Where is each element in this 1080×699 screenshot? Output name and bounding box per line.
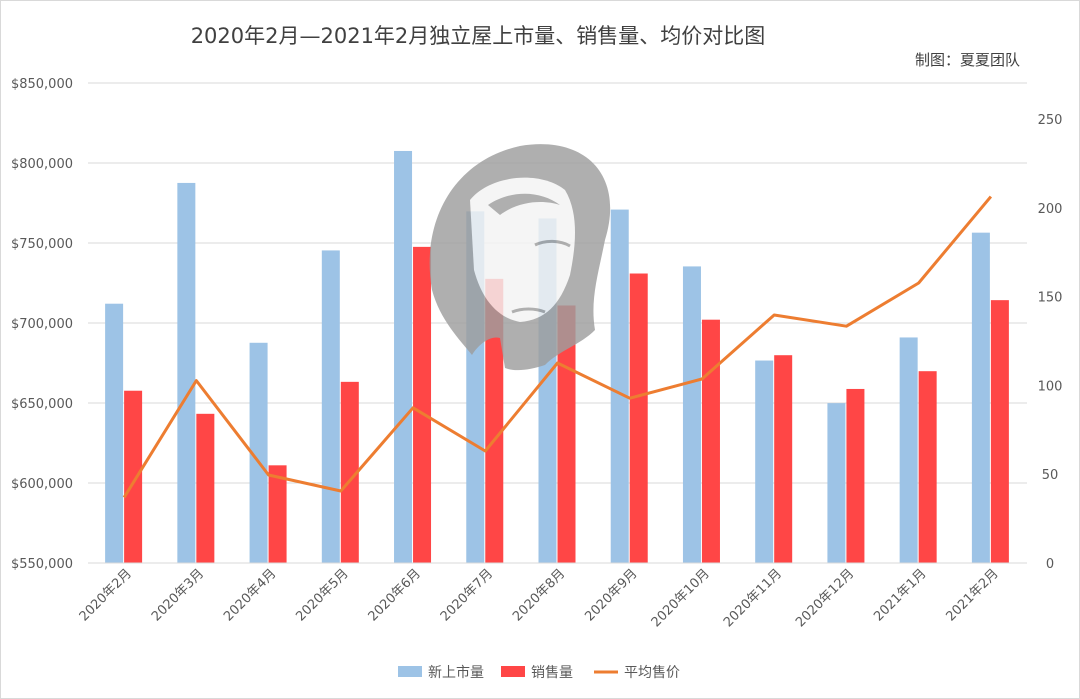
woman-portrait-watermark-icon xyxy=(429,144,611,371)
left-axis-tick-label: $800,000 xyxy=(11,157,73,172)
bar-new-listings xyxy=(682,266,701,563)
legend-label: 新上市量 xyxy=(428,664,484,681)
x-axis-tick-label: 2020年7月 xyxy=(438,566,496,624)
x-axis-tick-label: 2020年2月 xyxy=(77,566,135,624)
avg-price-line xyxy=(122,195,993,499)
bar-new-listings xyxy=(394,150,413,563)
x-axis: 2020年2月 2020年3月 2020年4月 2020年5月 2020年6月 2020年… xyxy=(77,562,1027,630)
x-axis-tick-label: 2020年12月 xyxy=(793,566,857,630)
x-axis-tick-label: 2020年8月 xyxy=(510,566,568,624)
x-axis-tick-label: 2020年10月 xyxy=(649,566,713,630)
bar-sales xyxy=(196,413,215,563)
left-axis-tick-label: $850,000 xyxy=(11,77,73,92)
legend-label: 平均售价 xyxy=(624,665,680,681)
x-axis-tick-label: 2020年6月 xyxy=(366,566,424,624)
legend-label: 销售量 xyxy=(531,665,573,681)
bar-new-listings xyxy=(971,232,990,563)
bar-new-listings xyxy=(321,250,340,563)
bar-new-listings xyxy=(899,337,918,563)
x-axis-tick-label: 2021年1月 xyxy=(871,566,929,624)
line-series-avg-price xyxy=(122,195,993,499)
right-axis-tick-label: 100 xyxy=(1038,379,1063,394)
bar-sales xyxy=(774,355,793,563)
portrait-lips-mark xyxy=(511,307,546,314)
bar-sales xyxy=(846,388,865,563)
portrait-fringe-shape xyxy=(488,193,560,215)
bar-new-listings xyxy=(755,360,774,563)
bar-sales xyxy=(268,465,287,563)
right-y-axis: 0 50 100 150 200 250 xyxy=(1038,113,1063,572)
x-axis-tick-label: 2020年9月 xyxy=(582,566,640,624)
bar-sales xyxy=(629,273,648,563)
bar-sales xyxy=(918,371,937,563)
x-axis-tick-label: 2021年2月 xyxy=(943,566,1001,624)
right-axis-tick-label: 50 xyxy=(1042,468,1059,483)
bar-sales xyxy=(124,390,143,563)
bar-new-listings xyxy=(249,342,268,563)
bar-sales xyxy=(701,319,720,563)
bar-sales xyxy=(340,381,359,563)
left-axis-tick-label: $600,000 xyxy=(11,477,73,492)
portrait-face-shape xyxy=(470,177,575,322)
right-axis-tick-label: 250 xyxy=(1038,113,1063,128)
legend-swatch-sales xyxy=(501,666,525,677)
x-axis-tick-label: 2020年3月 xyxy=(149,566,207,624)
credit-label: 制图：夏夏团队 xyxy=(915,51,1020,69)
bar-new-listings xyxy=(105,303,124,563)
left-axis-tick-label: $700,000 xyxy=(11,317,73,332)
portrait-eye-mark xyxy=(534,239,571,248)
x-axis-tick-label: 2020年5月 xyxy=(293,566,351,624)
bar-sales xyxy=(413,246,432,563)
bar-new-listings xyxy=(177,182,196,563)
left-axis-tick-label: $750,000 xyxy=(11,237,73,252)
left-y-axis: $550,000 $600,000 $650,000 $700,000 $750,000… xyxy=(11,77,73,572)
bar-series xyxy=(105,150,1009,564)
right-axis-tick-label: 150 xyxy=(1038,291,1063,306)
x-axis-tick-label: 2020年4月 xyxy=(221,566,279,624)
right-axis-tick-label: 200 xyxy=(1038,202,1063,217)
chart-title: 2020年2月—2021年2月独立屋上市量、销售量、均价对比图 xyxy=(191,24,766,48)
left-axis-tick-label: $550,000 xyxy=(11,557,73,572)
legend-swatch-new-listings xyxy=(398,666,422,677)
bar-sales xyxy=(485,278,504,563)
right-axis-tick-label: 0 xyxy=(1046,557,1054,572)
left-axis-tick-label: $650,000 xyxy=(11,397,73,412)
x-axis-tick-label: 2020年11月 xyxy=(721,566,785,630)
bar-new-listings xyxy=(827,403,846,563)
bar-new-listings xyxy=(610,209,629,564)
bar-sales xyxy=(990,300,1009,563)
legend: 新上市量 销售量 平均售价 xyxy=(398,664,680,681)
